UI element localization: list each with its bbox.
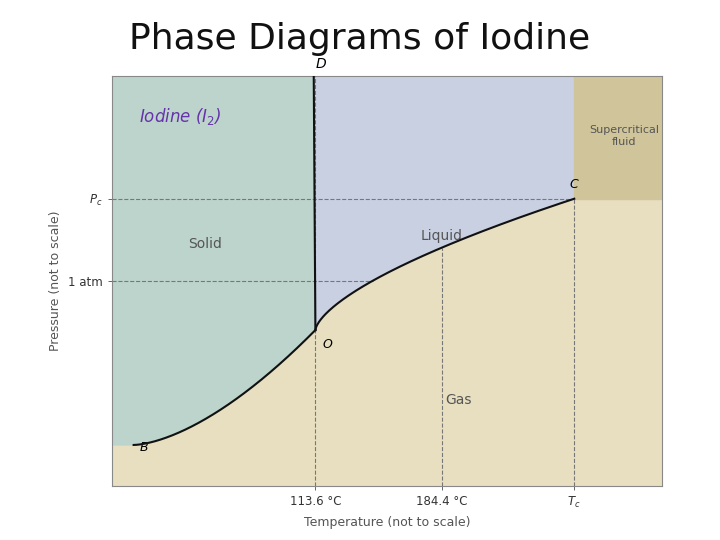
Polygon shape (112, 76, 315, 445)
Text: $C$: $C$ (569, 178, 580, 191)
Text: $B$: $B$ (139, 441, 149, 454)
Text: Phase Diagrams of Iodine: Phase Diagrams of Iodine (130, 22, 590, 56)
Y-axis label: Pressure (not to scale): Pressure (not to scale) (49, 211, 62, 351)
Text: Solid: Solid (189, 237, 222, 251)
Text: Gas: Gas (446, 393, 472, 407)
Text: Supercritical
fluid: Supercritical fluid (589, 125, 659, 147)
Polygon shape (112, 199, 662, 486)
Text: $O$: $O$ (322, 338, 333, 351)
Text: Iodine (I$_2$): Iodine (I$_2$) (139, 106, 222, 127)
Text: $D$: $D$ (315, 57, 327, 71)
X-axis label: Temperature (not to scale): Temperature (not to scale) (304, 516, 470, 529)
Polygon shape (314, 76, 575, 330)
Text: Liquid: Liquid (421, 229, 463, 243)
Polygon shape (575, 76, 662, 199)
